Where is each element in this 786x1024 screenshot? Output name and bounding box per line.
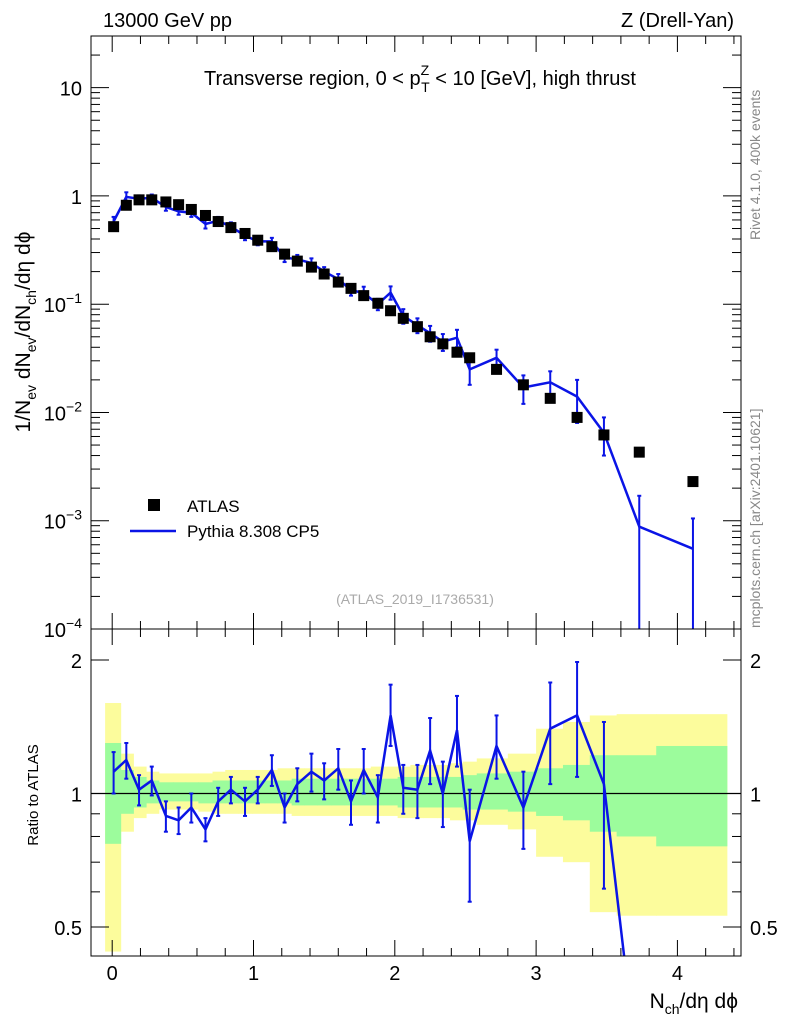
mc-line (112, 195, 694, 550)
uncertainty-band-inner (423, 776, 438, 808)
x-tick-label: 1 (248, 963, 259, 985)
analysis-watermark: (ATLAS_2019_I1736531) (336, 591, 494, 607)
data-point (598, 429, 610, 441)
x-tick-label: 3 (531, 963, 542, 985)
legend-atlas-marker (148, 499, 160, 511)
ratio-y-tick-label: 2 (71, 651, 82, 673)
ratio-line (112, 713, 626, 957)
uncertainty-band-inner (158, 782, 174, 802)
y-tick-label: 10−3 (44, 507, 82, 534)
uncertainty-band-inner (172, 782, 187, 802)
data-point (372, 297, 384, 309)
uncertainty-band-inner (331, 778, 345, 806)
uncertainty-band-inner (383, 778, 399, 806)
uncertainty-band-inner (616, 755, 657, 837)
y-tick-label: 10−4 (44, 615, 82, 642)
legend-atlas-label: ATLAS (187, 497, 240, 516)
ratio-y-tick-label-right: 1 (750, 785, 761, 807)
header-left: 13000 GeV pp (103, 10, 232, 32)
data-point (146, 194, 158, 206)
main-title: Transverse region, 0 < pZ T < 10 [GeV], h… (204, 62, 636, 95)
header-right: Z (Drell-Yan) (621, 10, 734, 32)
data-point (517, 379, 529, 391)
data-point (305, 261, 317, 273)
data-point (199, 209, 211, 221)
mcplots-label: mcplots.cern.ch [arXiv:2401.10621] (747, 409, 763, 628)
legend: ATLAS Pythia 8.308 CP5 (130, 497, 319, 541)
main-ylabel: 1/Nev dNev/dNch/dη dϕ (12, 232, 39, 433)
ratio-panel: 0 1 2 3 4 2 2 1 1 0.5 0.5 Ratio to ATLAS Nch/dη dϕ (25, 628, 778, 1017)
uncertainty-band-inner (198, 782, 214, 804)
data-point (160, 196, 172, 208)
y-tick-label: 10−2 (44, 398, 82, 425)
uncertainty-band-inner (120, 769, 134, 814)
data-point (185, 203, 197, 215)
ratio-y-tick-label: 1 (71, 785, 82, 807)
data-point (411, 321, 423, 333)
data-point (464, 352, 476, 364)
data-point (212, 216, 224, 228)
uncertainty-band-inner (656, 745, 728, 847)
y-tick-label: 10−1 (44, 290, 82, 317)
data-point (252, 234, 264, 246)
data-point (358, 290, 370, 302)
y-tick-label: 10 (60, 79, 82, 101)
main-panel: 10 1 10−1 10−2 10−3 10−4 Transverse region, 0… (12, 35, 742, 642)
uncertainty-band-inner (264, 780, 279, 804)
data-point (571, 411, 583, 423)
data-point (173, 199, 185, 211)
x-tick-label: 2 (389, 963, 400, 985)
data-point (318, 268, 330, 280)
legend-pythia-label: Pythia 8.308 CP5 (187, 522, 319, 541)
data-point (633, 446, 645, 458)
uncertainty-band-inner (449, 776, 464, 808)
data-point (687, 476, 699, 488)
data-point (345, 282, 357, 294)
ratio-y-tick-label-right: 2 (750, 651, 761, 673)
x-tick-label: 4 (672, 963, 683, 985)
data-point (424, 331, 436, 343)
ratio-ylabel: Ratio to ATLAS (25, 744, 42, 845)
uncertainty-band-inner (185, 782, 199, 802)
data-point (133, 194, 145, 206)
uncertainty-band-inner (476, 773, 509, 810)
rivet-label: Rivet 4.1.0, 400k events (747, 90, 763, 240)
y-tick-label: 1 (71, 187, 82, 209)
data-point (266, 241, 278, 253)
data-point (225, 222, 237, 234)
data-point (544, 392, 556, 404)
ratio-frame (90, 628, 742, 957)
x-axis-label: Nch/dη dϕ (650, 990, 738, 1017)
ratio-y-tick-label: 0.5 (54, 918, 82, 940)
data-point (385, 305, 397, 317)
data-point (279, 248, 291, 260)
x-tick-label: 0 (107, 963, 118, 985)
data-point (239, 227, 251, 239)
data-point (332, 276, 344, 288)
data-point (397, 312, 409, 324)
data-point (120, 199, 132, 211)
data-point (437, 338, 449, 350)
ratio-y-tick-label-right: 0.5 (750, 918, 778, 940)
data-point (108, 221, 120, 233)
data-point (451, 346, 463, 358)
data-point (491, 363, 503, 375)
data-point (291, 255, 303, 267)
